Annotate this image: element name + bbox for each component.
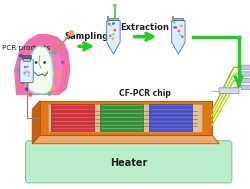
Circle shape [112, 22, 115, 25]
Circle shape [35, 61, 37, 64]
Circle shape [51, 86, 55, 90]
Circle shape [109, 34, 112, 37]
Polygon shape [149, 104, 193, 132]
Circle shape [43, 61, 46, 64]
Circle shape [178, 29, 180, 32]
Circle shape [21, 81, 24, 84]
Polygon shape [51, 104, 95, 132]
Text: Heater: Heater [110, 158, 148, 168]
Circle shape [173, 26, 176, 29]
Bar [107, 16, 109, 22]
Text: Sampling: Sampling [64, 33, 109, 42]
Circle shape [22, 67, 24, 69]
Circle shape [28, 74, 30, 77]
FancyBboxPatch shape [241, 65, 250, 70]
Bar [172, 16, 174, 22]
Polygon shape [28, 46, 53, 94]
FancyBboxPatch shape [26, 141, 232, 183]
Polygon shape [48, 104, 202, 132]
Circle shape [174, 26, 178, 29]
Circle shape [180, 25, 183, 27]
Polygon shape [32, 101, 40, 144]
Polygon shape [40, 101, 212, 135]
Circle shape [108, 22, 110, 25]
Circle shape [111, 37, 114, 40]
Circle shape [48, 92, 51, 96]
Bar [109, 18, 118, 20]
Bar [22, 55, 31, 58]
Circle shape [24, 72, 26, 74]
FancyBboxPatch shape [241, 72, 250, 76]
Polygon shape [32, 135, 220, 144]
Bar [23, 58, 30, 61]
Polygon shape [100, 104, 144, 132]
Polygon shape [107, 20, 120, 54]
Circle shape [114, 29, 116, 32]
Text: Extraction: Extraction [120, 23, 170, 32]
Polygon shape [23, 47, 63, 95]
Circle shape [26, 66, 29, 68]
Text: PCR products: PCR products [2, 45, 51, 51]
FancyBboxPatch shape [241, 78, 250, 83]
Circle shape [17, 68, 21, 72]
Text: CF-PCR chip: CF-PCR chip [119, 89, 171, 98]
Circle shape [113, 4, 117, 7]
Circle shape [57, 73, 61, 77]
Circle shape [53, 51, 57, 55]
Circle shape [110, 24, 112, 27]
Circle shape [24, 74, 26, 76]
Circle shape [28, 93, 32, 97]
Polygon shape [172, 20, 185, 54]
FancyBboxPatch shape [241, 85, 250, 90]
Circle shape [181, 35, 184, 38]
Circle shape [68, 30, 74, 36]
Bar [174, 18, 183, 20]
Polygon shape [14, 34, 70, 95]
Circle shape [19, 54, 23, 58]
FancyBboxPatch shape [219, 88, 239, 94]
FancyBboxPatch shape [20, 60, 33, 83]
Circle shape [112, 33, 115, 36]
Circle shape [61, 61, 65, 64]
Circle shape [28, 71, 30, 74]
Circle shape [24, 87, 28, 91]
Circle shape [25, 70, 28, 73]
Circle shape [173, 21, 176, 24]
Circle shape [179, 34, 182, 36]
Circle shape [24, 66, 26, 68]
